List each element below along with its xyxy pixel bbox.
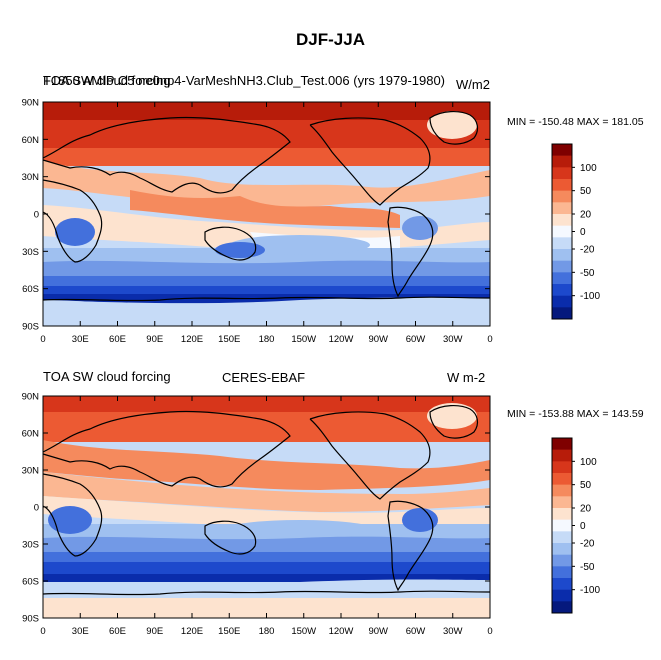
panel1-units-label: W/m2 <box>456 77 490 92</box>
panel1-lon-tick-label: 90W <box>368 334 388 345</box>
panel1-lon-tick-label: 180 <box>259 334 275 345</box>
panel2-minmax: MIN = -153.88 MAX = 143.59 <box>507 408 644 420</box>
panel1-lon-tick-label: 30W <box>443 334 463 345</box>
panel1-case-label: F1850 AMIP C5 ne0np4-VarMeshNH3.Club_Tes… <box>43 73 446 88</box>
panel1-coastlines <box>42 111 491 302</box>
panel1-lat-tick-label: 90S <box>22 322 39 333</box>
figure-title: DJF-JJA <box>296 30 365 49</box>
panel1-minmax: MIN = -150.48 MAX = 181.05 <box>507 116 644 128</box>
panel1-lat-tick-label: 30S <box>22 247 39 258</box>
panel1-lat-ticks: 90N 60N 30N 0 30S 60S 90S <box>22 98 490 333</box>
panel1-lon-tick-label: 60E <box>109 334 126 345</box>
panel1-lon-tick-label: 120W <box>329 334 354 345</box>
panel1-lat-tick-label: 60S <box>22 284 39 295</box>
panel2-units-label: W m-2 <box>447 370 486 385</box>
panel1-lon-tick-label: 30E <box>72 334 89 345</box>
panel1-lat-tick-label: 0 <box>34 210 39 221</box>
panel1-lon-tick-label: 150W <box>291 334 316 345</box>
panel1-lon-tick-label: 60W <box>406 334 426 345</box>
panel1-variable-label: TOA SW cloud forcing <box>43 73 171 88</box>
panel1-lon-tick-label: 0 <box>487 334 492 345</box>
panel2-variable-label: TOA SW cloud forcing <box>43 369 171 384</box>
panel1-lon-tick-label: 120E <box>181 334 203 345</box>
panel1-lon-ticks: 0 30E 60E 90E 120E 150E 180 150W 120W 90W 60W 30W 0 <box>40 102 493 345</box>
panel1-lat-tick-label: 90N <box>22 98 40 109</box>
panel1-lat-tick-label: 60N <box>22 135 40 146</box>
panel1-lon-tick-label: 150E <box>218 334 240 345</box>
panel1-lat-tick-label: 30N <box>22 172 40 183</box>
panel1-lon-tick-label: 90E <box>146 334 163 345</box>
panel2-case-label: CERES-EBAF <box>222 370 306 385</box>
panel1-lon-tick-label: 0 <box>40 334 45 345</box>
